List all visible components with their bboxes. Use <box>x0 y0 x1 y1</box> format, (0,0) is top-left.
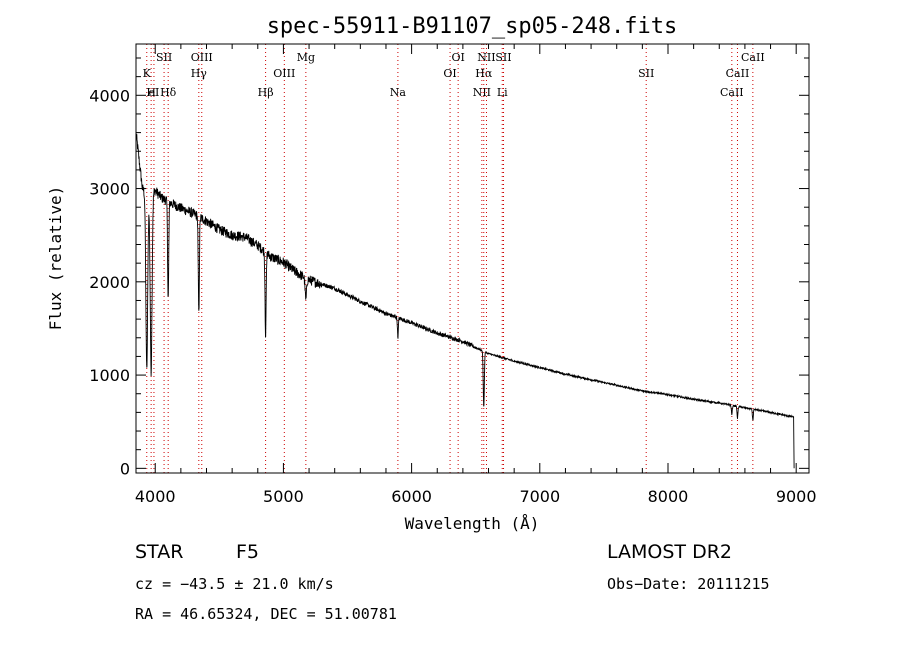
line-marker-label: CaII <box>720 86 744 99</box>
y-axis-label: Flux (relative) <box>46 186 65 331</box>
survey-name: LAMOST DR2 <box>607 541 732 563</box>
line-marker-label: eI <box>149 86 160 99</box>
line-marker-label: Mg <box>297 51 315 64</box>
y-tick-label: 1000 <box>89 366 130 385</box>
x-tick-label: 8000 <box>648 487 689 506</box>
line-marker-label: Hδ <box>160 86 177 99</box>
line-marker-label: NII <box>473 86 491 99</box>
line-marker-label: SII <box>156 51 172 64</box>
line-marker-label: SII <box>495 51 511 64</box>
line-marker-label: Hα <box>475 67 493 80</box>
line-marker-label: Hγ <box>191 67 208 80</box>
line-marker-label: SII <box>638 67 654 80</box>
line-marker-label: NII <box>477 51 495 64</box>
redshift-velocity: cz = −43.5 ± 21.0 km/s <box>135 575 334 593</box>
line-marker-label: Hβ <box>258 86 274 99</box>
coordinates: RA = 46.65324, DEC = 51.00781 <box>135 605 397 623</box>
spectrum-plot <box>135 130 795 469</box>
x-axis-label: Wavelength (Å) <box>405 514 540 533</box>
line-marker-label: CaII <box>726 67 750 80</box>
axis-ticks: 4000 5000 6000 7000 8000 9000 0 1000 2000 3000 400… <box>89 44 817 506</box>
x-tick-label: 6000 <box>391 487 432 506</box>
x-tick-label: 4000 <box>135 487 176 506</box>
y-tick-label: 4000 <box>89 86 130 105</box>
y-tick-label: 2000 <box>89 273 130 292</box>
line-marker-label: OI <box>443 67 456 80</box>
spectral-subclass: F5 <box>236 541 260 563</box>
line-marker-label: K <box>143 67 152 80</box>
x-tick-label: 7000 <box>519 487 560 506</box>
line-marker-label: OI <box>451 51 464 64</box>
y-tick-label: 3000 <box>89 180 130 199</box>
y-tick-label: 0 <box>120 459 130 478</box>
plot-frame <box>135 43 810 474</box>
line-marker-label: OIII <box>191 51 213 64</box>
line-marker-label: Na <box>390 86 407 99</box>
line-marker-label: Li <box>497 86 508 99</box>
line-marker-label: OIII <box>273 67 295 80</box>
line-marker-label: CaII <box>741 51 765 64</box>
chart-title: spec-55911-B91107_sp05-248.fits <box>267 14 678 39</box>
x-tick-label: 9000 <box>776 487 817 506</box>
line-marker-label: H <box>146 86 156 99</box>
x-tick-label: 5000 <box>263 487 304 506</box>
spectrum-line <box>135 130 795 469</box>
object-class: STAR <box>135 541 184 563</box>
observation-date: Obs−Date: 20111215 <box>607 575 770 593</box>
